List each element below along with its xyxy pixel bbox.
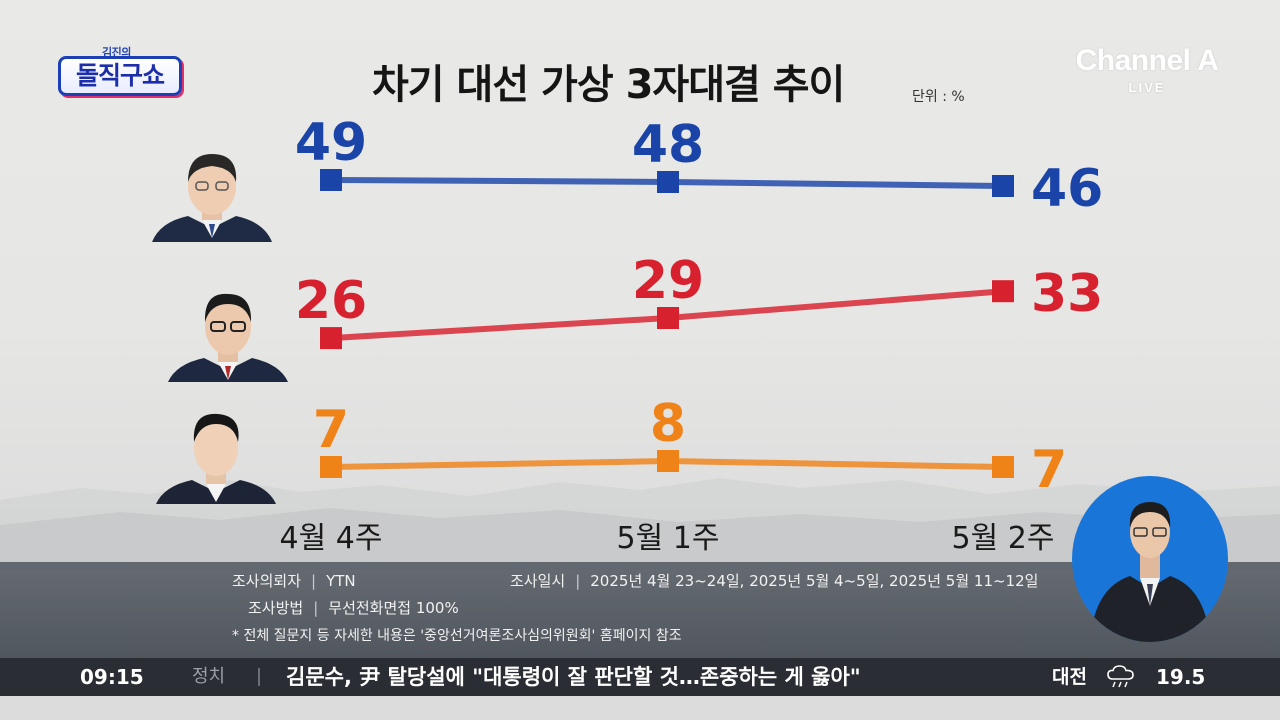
channel-name: Channel A [1075, 44, 1219, 77]
series-3-point-2 [657, 450, 679, 472]
survey-date-value: 2025년 4월 23~24일, 2025년 5월 4~5일, 2025년 5월… [590, 572, 1039, 590]
show-logo-subtitle: 김진의 [102, 46, 131, 59]
ticker-temperature: 19.5 [1156, 665, 1206, 689]
survey-note: * 전체 질문지 등 자세한 내용은 '중앙선거여론조사심의위원회' 홈페이지 … [232, 628, 682, 644]
series-1-data-label-3: 46 [1031, 159, 1103, 219]
ticker-divider [258, 668, 260, 686]
channel-logo: Channel A LIVE [1062, 44, 1232, 104]
separator: | [575, 572, 581, 590]
series-2-point-3 [992, 280, 1014, 303]
series-3-data-label-3: 7 [1031, 440, 1067, 500]
series-3-data-label-2: 8 [650, 394, 686, 454]
ticker-category: 정치 [192, 666, 226, 687]
show-logo: 김진의 돌직구쇼 [58, 44, 186, 106]
x-tick-label-2: 5월 1주 [617, 521, 720, 556]
series-1-point-2 [657, 171, 679, 193]
series-2-point-1 [320, 327, 342, 350]
live-badge: LIVE [1128, 80, 1166, 95]
survey-date-label: 조사일시 [510, 572, 566, 590]
series-2-point-2 [657, 307, 679, 329]
news-ticker: 09:15 정치 김문수, 尹 탈당설에 "대통령이 잘 판단할 것…존중하는 … [0, 658, 1280, 696]
series-1-point-3 [992, 175, 1014, 197]
ticker-time: 09:15 [80, 665, 144, 689]
x-tick-label-1: 4월 4주 [280, 521, 383, 556]
series-1-point-1 [320, 169, 342, 191]
survey-info-band: 조사의뢰자 | YTN 조사방법 | 무선전화면접 100% 조사일시 | 2025년 4월… [0, 562, 1280, 658]
series-2-data-label-3: 33 [1031, 264, 1103, 324]
survey-date-row: 조사일시 | 2025년 4월 23~24일, 2025년 5월 4~5일, 202… [510, 570, 1038, 591]
background-mountains [0, 478, 1280, 570]
line-chart: 49 48 46 26 29 33 7 8 7 4월 4주 5월 1주 5월 2주 [280, 113, 1104, 556]
ticker-weather-city: 대전 [1052, 666, 1087, 688]
survey-method-row: 조사방법 | 무선전화면접 100% [248, 597, 459, 618]
show-logo-title: 돌직구쇼 [58, 56, 182, 96]
candidate-portrait-1 [152, 154, 272, 242]
series-3-point-3 [992, 456, 1014, 478]
series-3-data-label-1: 7 [313, 400, 349, 460]
news-anchor-video [1072, 476, 1228, 642]
survey-method-label: 조사방법 [248, 599, 304, 617]
candidate-portrait-2 [168, 293, 288, 382]
series-2-data-label-1: 26 [295, 271, 367, 331]
x-tick-label-3: 5월 2주 [952, 521, 1055, 556]
separator: | [311, 572, 317, 590]
rain-cloud-icon [1107, 665, 1134, 688]
unit-label: 단위 : % [912, 89, 965, 105]
ticker-headline: 김문수, 尹 탈당설에 "대통령이 잘 판단할 것…존중하는 게 옳아" [286, 665, 861, 689]
candidate-portrait-3 [156, 413, 276, 504]
bottom-strip [0, 696, 1280, 720]
series-1-data-label-2: 48 [632, 115, 704, 175]
survey-method-value: 무선전화면접 100% [328, 599, 459, 617]
survey-client-label: 조사의뢰자 [232, 572, 302, 590]
separator: | [313, 599, 319, 617]
chart-title: 차기 대선 가상 3자대결 추이 [372, 62, 845, 108]
series-1-data-label-1: 49 [295, 113, 367, 173]
survey-client-value: YTN [326, 572, 356, 590]
series-3-point-1 [320, 456, 342, 478]
survey-client-row: 조사의뢰자 | YTN [232, 570, 356, 591]
anchor-silhouette [1090, 502, 1210, 642]
series-2-data-label-2: 29 [632, 251, 704, 311]
